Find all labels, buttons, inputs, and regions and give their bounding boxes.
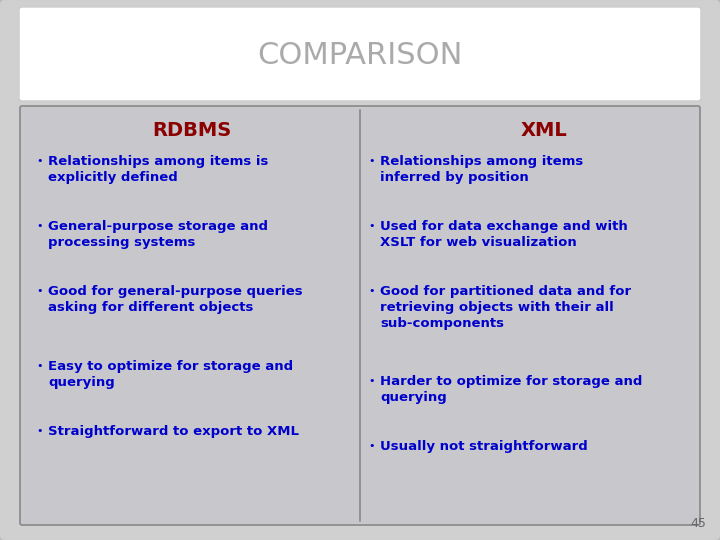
Text: Easy to optimize for storage and
querying: Easy to optimize for storage and queryin… xyxy=(48,360,293,389)
Text: •: • xyxy=(36,286,42,296)
Text: Used for data exchange and with
XSLT for web visualization: Used for data exchange and with XSLT for… xyxy=(380,220,628,249)
FancyBboxPatch shape xyxy=(19,7,701,101)
Text: Good for general-purpose queries
asking for different objects: Good for general-purpose queries asking … xyxy=(48,285,302,314)
Text: •: • xyxy=(36,221,42,231)
Text: Relationships among items is
explicitly defined: Relationships among items is explicitly … xyxy=(48,155,269,184)
Text: •: • xyxy=(36,426,42,436)
Text: •: • xyxy=(368,286,374,296)
Text: 45: 45 xyxy=(690,517,706,530)
Text: RDBMS: RDBMS xyxy=(153,120,232,139)
Text: Straightforward to export to XML: Straightforward to export to XML xyxy=(48,425,299,438)
Text: •: • xyxy=(368,441,374,451)
Text: XML: XML xyxy=(521,120,567,139)
Text: •: • xyxy=(36,156,42,166)
Text: •: • xyxy=(36,361,42,371)
Text: •: • xyxy=(368,156,374,166)
Text: •: • xyxy=(368,376,374,386)
Text: Good for partitioned data and for
retrieving objects with their all
sub-componen: Good for partitioned data and for retrie… xyxy=(380,285,631,330)
Text: Relationships among items
inferred by position: Relationships among items inferred by po… xyxy=(380,155,583,184)
Text: •: • xyxy=(368,221,374,231)
Text: Harder to optimize for storage and
querying: Harder to optimize for storage and query… xyxy=(380,375,642,404)
FancyBboxPatch shape xyxy=(20,106,700,525)
Text: Usually not straightforward: Usually not straightforward xyxy=(380,440,588,453)
Text: General-purpose storage and
processing systems: General-purpose storage and processing s… xyxy=(48,220,268,249)
Text: COMPARISON: COMPARISON xyxy=(257,42,463,71)
